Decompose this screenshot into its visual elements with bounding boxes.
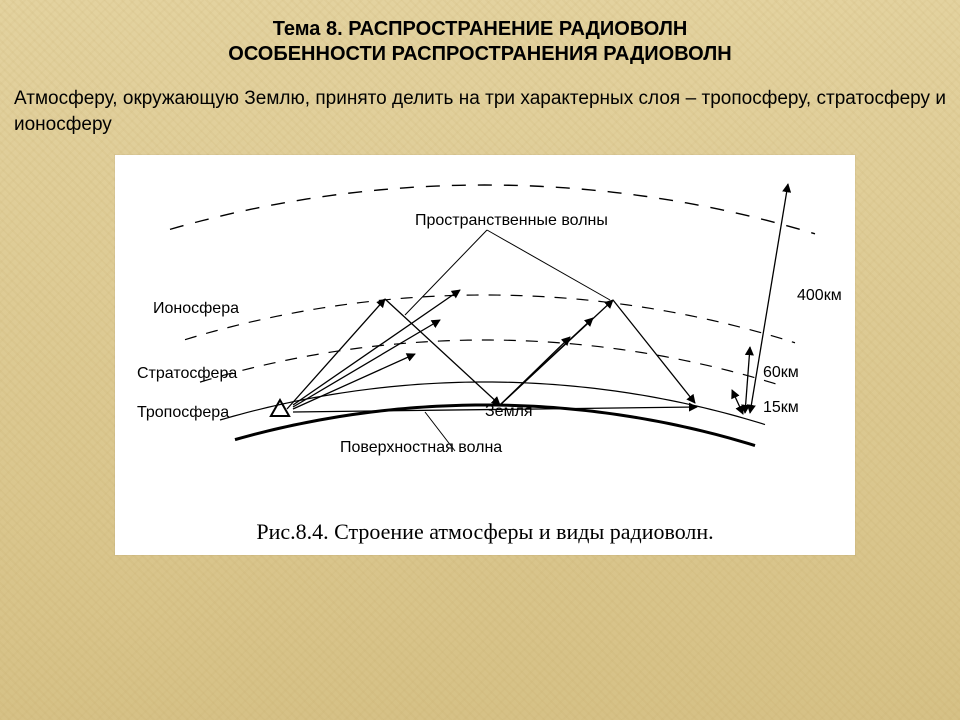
figure-caption: Рис.8.4. Строение атмосферы и виды радио… <box>115 519 855 545</box>
label-h15: 15км <box>763 399 799 416</box>
label-troposphere: Тропосфера <box>137 404 229 421</box>
ray-3 <box>613 300 695 403</box>
pointer-1 <box>487 230 610 300</box>
ray-5 <box>293 320 440 407</box>
diagram-svg: Ионосфера Стратосфера Тропосфера Земля Повер… <box>115 155 855 555</box>
label-h60: 60км <box>763 364 799 381</box>
label-h400: 400км <box>797 287 842 304</box>
figure: Ионосфера Стратосфера Тропосфера Земля Повер… <box>115 155 855 555</box>
ray-1 <box>385 299 500 405</box>
ray-0 <box>287 299 385 409</box>
arc-stratosphere <box>200 340 780 385</box>
label-ionosphere: Ионосфера <box>153 300 239 317</box>
title-block: Тема 8. РАСПРОСТРАНЕНИЕ РАДИОВОЛН ОСОБЕН… <box>0 0 960 66</box>
label-space_waves: Пространственные волны <box>415 212 608 229</box>
body-paragraph: Атмосферу, окружающую Землю, принято дел… <box>14 86 946 137</box>
title-line-2: ОСОБЕННОСТИ РАСПРОСТРАНЕНИЯ РАДИОВОЛН <box>0 43 960 66</box>
slide: Тема 8. РАСПРОСТРАНЕНИЕ РАДИОВОЛН ОСОБЕН… <box>0 0 960 720</box>
arc-ionosphere1 <box>185 295 795 343</box>
title-line-1: Тема 8. РАСПРОСТРАНЕНИЕ РАДИОВОЛН <box>0 18 960 41</box>
label-surface_wave: Поверхностная волна <box>340 439 502 456</box>
pointer-0 <box>405 230 487 315</box>
transmitter-icon <box>271 400 289 416</box>
ray-11 <box>745 347 750 413</box>
ray-12 <box>732 390 743 414</box>
ray-8 <box>500 318 593 405</box>
label-stratosphere: Стратосфера <box>137 365 237 382</box>
label-earth: Земля <box>485 403 533 420</box>
